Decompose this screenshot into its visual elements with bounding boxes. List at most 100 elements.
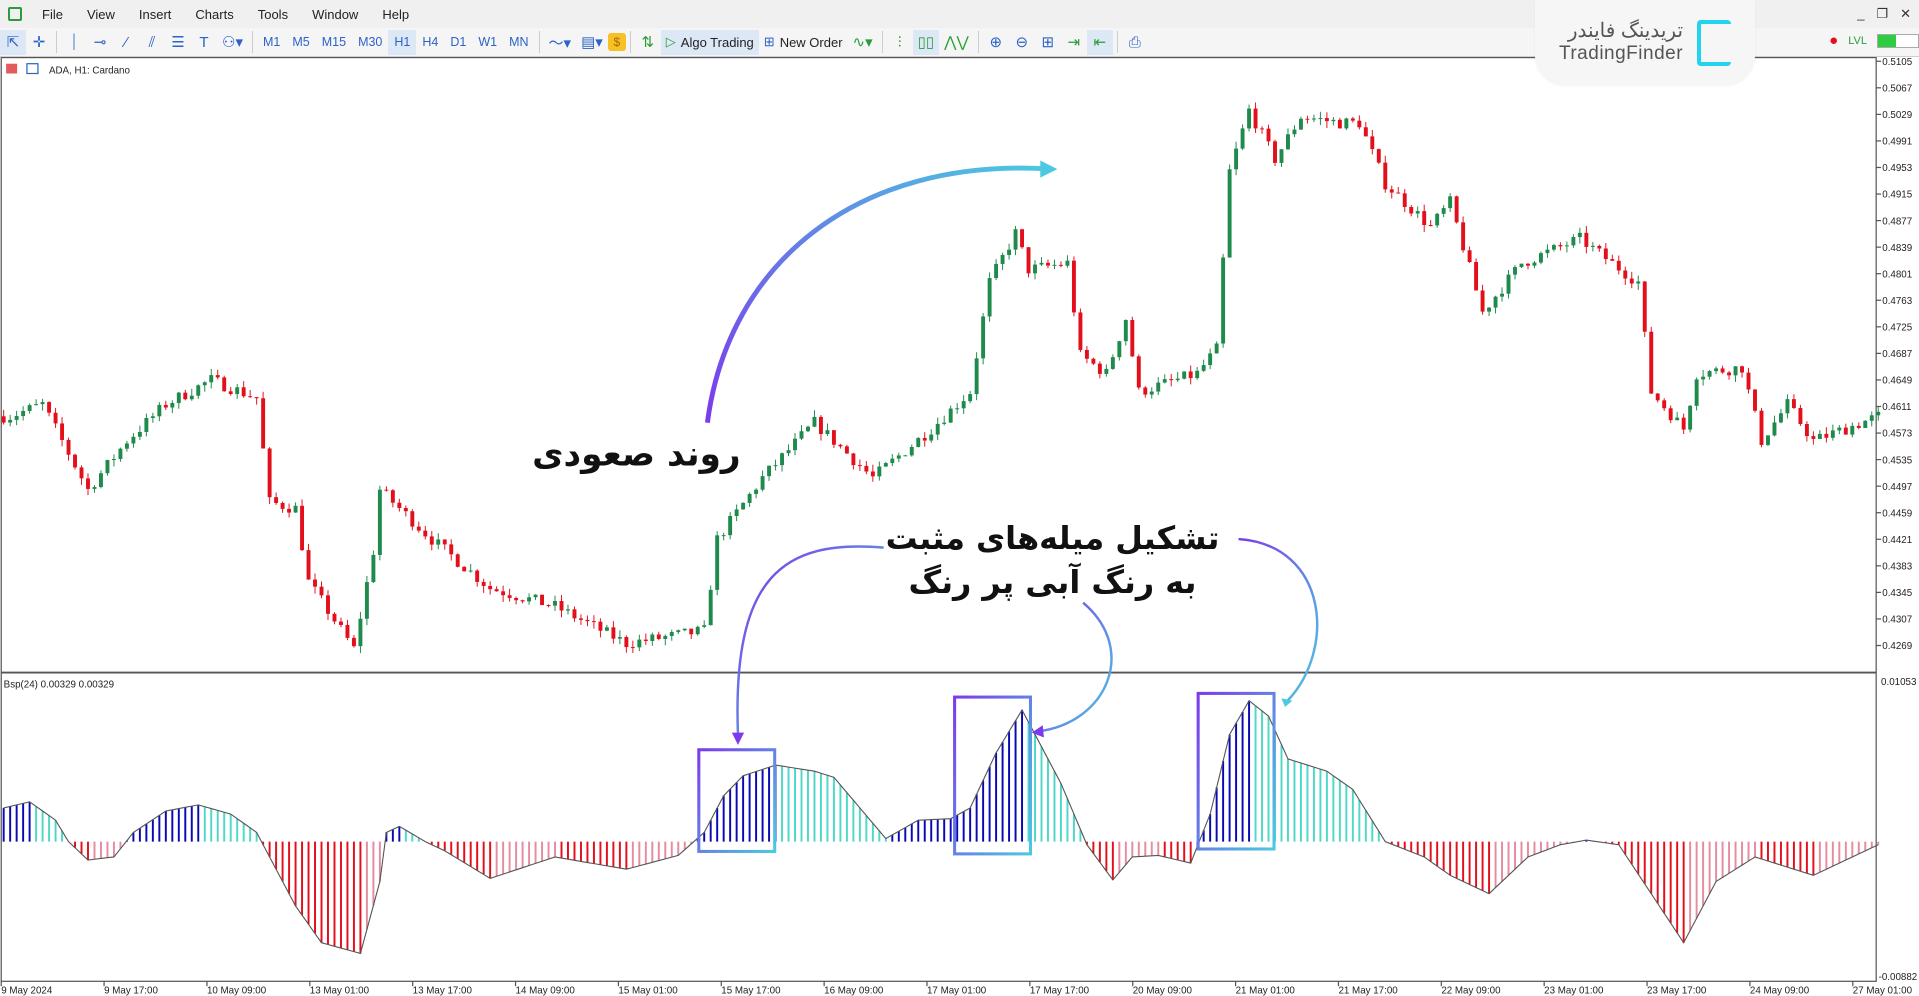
candle-body	[274, 497, 279, 503]
menu-tools[interactable]: Tools	[257, 6, 289, 22]
candle-body	[689, 628, 694, 635]
fibonacci-icon[interactable]: ☰	[171, 34, 185, 51]
candlesticks	[1, 102, 1881, 654]
candle-body	[1720, 368, 1725, 373]
channel-icon[interactable]: ⫽	[148, 33, 156, 51]
autoscroll-icon[interactable]: ⇥	[1067, 34, 1081, 51]
restore-icon[interactable]: ❐	[1876, 6, 1889, 21]
candle-body	[1000, 254, 1005, 264]
timeframe-m15[interactable]: M15	[321, 35, 347, 49]
zoom-out-icon[interactable]: ⊖	[1015, 34, 1029, 51]
candle-body	[1273, 141, 1277, 163]
timeframe-w1[interactable]: W1	[478, 35, 498, 49]
candle-body	[488, 585, 493, 590]
templates-icon[interactable]: ▤▾	[581, 34, 603, 51]
candle	[351, 634, 356, 648]
candle	[47, 401, 52, 417]
cursor-icon[interactable]: ⇱	[0, 29, 26, 55]
indicators-icon[interactable]: 〜▾	[548, 34, 572, 52]
candle-body	[981, 316, 986, 359]
candle-body	[313, 579, 317, 587]
candle	[598, 618, 603, 638]
chart-shift-icon[interactable]: ⇤	[1086, 29, 1113, 55]
candle-body	[1740, 366, 1744, 373]
candle-body	[507, 595, 512, 599]
candle-body	[1772, 422, 1777, 436]
candle	[1033, 260, 1037, 280]
dollar-icon[interactable]: $	[607, 33, 626, 51]
candle-body	[1694, 379, 1699, 406]
horizontal-line-icon[interactable]: ⊸	[93, 34, 107, 51]
menu-insert[interactable]: Insert	[138, 6, 172, 22]
candle	[994, 259, 999, 281]
chart-list-icon[interactable]	[6, 63, 18, 74]
candle-body	[1506, 274, 1511, 294]
timeframe-m1[interactable]: M1	[262, 35, 281, 49]
price-label: 0.4345	[1882, 588, 1912, 599]
menu-view[interactable]: View	[86, 6, 115, 22]
timeframe-h1[interactable]: H1	[388, 29, 417, 55]
alert-icon[interactable]: ●	[1829, 32, 1839, 49]
candle	[403, 505, 408, 517]
time-label: 17 May 17:00	[1030, 986, 1090, 996]
trade-arrows-icon[interactable]: ⇅	[641, 34, 655, 51]
candle	[780, 452, 784, 472]
candle-body	[929, 434, 934, 441]
candle-body	[572, 609, 577, 619]
new-order-icon: ⊞	[763, 34, 775, 49]
divider	[538, 31, 540, 53]
candle-body	[403, 507, 408, 512]
candle-body	[974, 358, 979, 395]
time-label: 9 May 2024	[1, 986, 53, 996]
timeframe-m5[interactable]: M5	[292, 35, 310, 49]
candle-body	[267, 448, 272, 498]
zoom-in-icon[interactable]: ⊕	[989, 34, 1003, 51]
bar-chart-icon[interactable]: ⫶	[897, 33, 902, 51]
candle	[948, 405, 953, 423]
window-controls: _ ❐ ✕	[1857, 6, 1911, 22]
candle-body	[1869, 415, 1874, 421]
crosshair-icon[interactable]: ✛	[32, 34, 46, 51]
price-label: 0.4877	[1882, 216, 1912, 227]
timeframe-mn[interactable]: MN	[509, 35, 529, 49]
vertical-line-icon[interactable]: ⏐	[69, 33, 79, 51]
price-label: 0.4307	[1882, 615, 1912, 626]
new-order-button[interactable]: ⊞ New Order	[759, 30, 848, 55]
timeframe-h4[interactable]: H4	[422, 35, 439, 49]
grid-icon[interactable]: ⊞	[1041, 34, 1055, 51]
candle	[1026, 247, 1031, 278]
timeframe-m30[interactable]: M30	[358, 35, 383, 49]
candle-body	[533, 594, 538, 598]
candle-body	[520, 600, 525, 602]
minimize-icon[interactable]: _	[1857, 6, 1865, 21]
candle-body	[1039, 262, 1044, 265]
candlestick-icon[interactable]: ▯▯	[912, 29, 940, 55]
candle-body	[903, 455, 908, 457]
line-chart-icon[interactable]: ⋀⋁	[944, 34, 969, 51]
shapes-icon[interactable]: ⚇▾	[222, 34, 243, 51]
screenshot-icon[interactable]: ⎙	[1128, 33, 1141, 51]
chart-symbol-icon	[26, 63, 39, 75]
candle	[1331, 117, 1336, 126]
close-icon[interactable]: ✕	[1900, 6, 1911, 21]
price-label: 0.4421	[1882, 535, 1912, 546]
menu-window[interactable]: Window	[312, 6, 359, 22]
candle-body	[1026, 247, 1031, 274]
text-icon[interactable]: T	[199, 33, 209, 51]
signals-icon[interactable]: ∿▾	[852, 34, 873, 51]
menu-charts[interactable]: Charts	[195, 6, 234, 22]
trendline-icon[interactable]: ⁄	[124, 33, 128, 51]
candle	[540, 594, 545, 606]
uptrend-arrow	[704, 165, 1051, 423]
candle	[1798, 404, 1803, 426]
algo-trading-button[interactable]: ▷ Algo Trading	[660, 29, 759, 55]
candle	[579, 614, 583, 625]
timeframe-d1[interactable]: D1	[450, 35, 467, 49]
candle-body	[1195, 370, 1200, 379]
candle-body	[715, 535, 720, 590]
candle	[1519, 263, 1524, 268]
candle	[494, 586, 499, 592]
menu-help[interactable]: Help	[382, 6, 410, 22]
menu-file[interactable]: File	[42, 6, 63, 22]
